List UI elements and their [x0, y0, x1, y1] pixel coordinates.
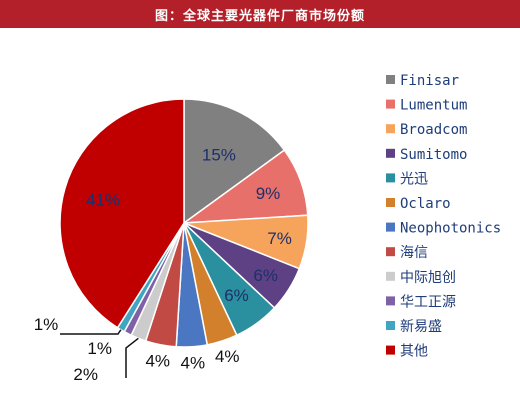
- slice-label-4: 6%: [224, 286, 249, 305]
- legend-label-5: Oclaro: [400, 196, 451, 212]
- slice-label-9: 1%: [87, 339, 112, 358]
- leader-line-10: [60, 329, 122, 335]
- pie-labels: 15% 9% 7% 6%6% 4% 4% 4% 41% 2% 1% 1%: [34, 145, 292, 384]
- pie-slices: [59, 98, 309, 348]
- slice-label-0: 15%: [202, 145, 236, 164]
- legend-label-8: 中际旭创: [400, 270, 456, 286]
- slice-label-11: 41%: [86, 190, 120, 209]
- legend-label-9: 华工正源: [400, 294, 456, 310]
- slice-label-2: 7%: [267, 229, 292, 248]
- legend-swatch-7: [386, 247, 395, 257]
- leader-line-8: [125, 337, 139, 378]
- legend-swatch-11: [386, 345, 395, 355]
- pie-slice-0: [183, 98, 286, 225]
- slice-label-10: 1%: [34, 315, 59, 334]
- legend-label-2: Broadcom: [400, 122, 467, 138]
- legend-swatch-4: [386, 173, 395, 183]
- legend-swatch-6: [386, 222, 395, 232]
- legend-swatch-8: [386, 271, 395, 281]
- legend-swatch-0: [386, 75, 395, 84]
- legend-swatch-9: [386, 296, 395, 306]
- legend-swatch-3: [386, 148, 395, 158]
- slice-label-5: 4%: [215, 347, 240, 366]
- legend-label-1: Lumentum: [400, 98, 467, 114]
- slice-label-8: 2%: [73, 365, 98, 384]
- legend-label-0: Finisar: [400, 73, 459, 89]
- legend-label-6: Neophotonics: [400, 221, 501, 237]
- slice-label-7: 4%: [145, 352, 170, 371]
- legend-label-10: 新易盛: [400, 319, 442, 335]
- legend-label-4: 光迅: [400, 171, 428, 187]
- legend: Finisar Lumentum Broadcom Sumitomo 光迅 Oclaro N…: [386, 73, 501, 360]
- slice-label-3: 6%: [253, 266, 278, 285]
- legend-swatch-5: [386, 198, 395, 207]
- legend-swatch-10: [386, 321, 395, 330]
- slice-label-1: 9%: [256, 184, 281, 203]
- legend-label-11: 其他: [400, 344, 428, 360]
- legend-label-7: 海信: [400, 245, 428, 261]
- slice-label-6: 4%: [181, 354, 206, 373]
- legend-swatch-1: [386, 99, 395, 109]
- chart-title: 图：全球主要光器件厂商市场份额: [0, 0, 520, 28]
- legend-swatch-2: [386, 124, 395, 134]
- pie-slice-11: [59, 98, 185, 329]
- legend-label-3: Sumitomo: [400, 147, 467, 163]
- pie-chart: 15% 9% 7% 6%6% 4% 4% 4% 41% 2% 1% 1% Finisar Lumentu…: [34, 73, 501, 384]
